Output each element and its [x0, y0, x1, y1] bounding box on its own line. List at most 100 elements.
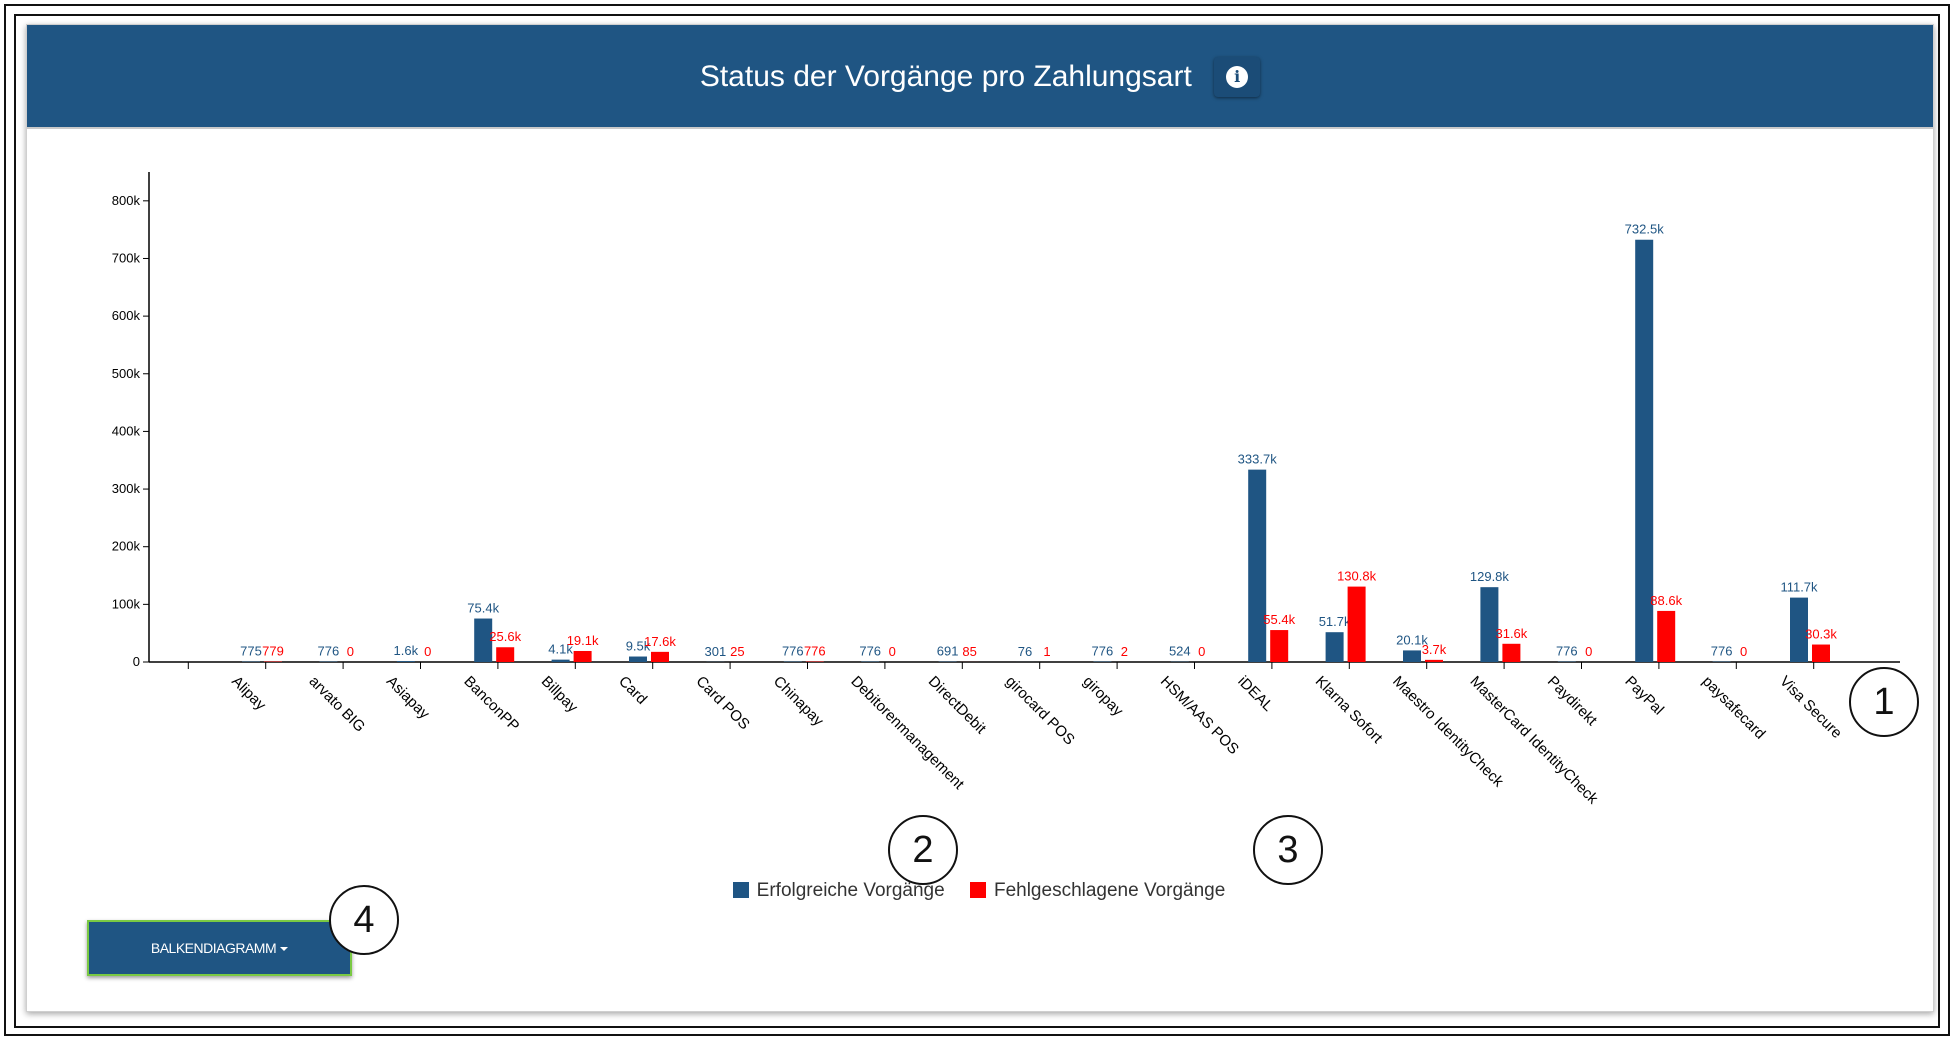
- chart-type-label: BALKENDIAGRAMM: [150, 940, 277, 956]
- y-tick-label: 400k: [112, 423, 141, 438]
- data-label: 0: [347, 644, 354, 659]
- data-label: 55.4k: [1263, 612, 1295, 627]
- x-tick-label: girocard POS: [1002, 673, 1078, 749]
- data-label: 2: [1121, 644, 1128, 659]
- info-button[interactable]: i: [1214, 57, 1261, 97]
- x-tick-label: Chinapay: [770, 673, 827, 730]
- caret-down-icon: [280, 947, 289, 952]
- callout-1-label: 1: [1873, 681, 1895, 723]
- legend-label-failed: Fehlgeschlagene Vorgänge: [993, 880, 1226, 901]
- y-tick-label: 600k: [112, 308, 141, 323]
- bar: [1480, 587, 1499, 662]
- data-label: 3.7k: [1422, 642, 1447, 657]
- bar: [1325, 632, 1344, 662]
- bar: [474, 618, 493, 662]
- bar: [1635, 239, 1654, 662]
- bar: [396, 661, 415, 662]
- bar: [1657, 610, 1676, 662]
- x-tick-label: Klarna Sofort: [1312, 673, 1387, 748]
- data-label: 776: [1711, 644, 1733, 659]
- bar: [629, 656, 647, 662]
- bar: [1270, 630, 1289, 662]
- chart-legend: Erfolgreiche Vorgänge Fehlgeschlagene Vo…: [0, 880, 1958, 902]
- data-label: 0: [1585, 644, 1592, 659]
- data-label: 0: [889, 644, 896, 659]
- data-label: 25.6k: [489, 629, 521, 644]
- data-label: 691: [937, 644, 959, 659]
- legend-swatch-failed: [969, 882, 986, 898]
- callout-4: 4: [329, 885, 399, 955]
- bar: [1403, 650, 1421, 662]
- data-label: 19.1k: [567, 633, 599, 648]
- panel-header: Status der Vorgänge pro Zahlungsart i: [27, 25, 1933, 129]
- data-label: 776: [1556, 644, 1578, 659]
- callout-4-label: 4: [353, 899, 375, 941]
- bar: [1347, 586, 1366, 662]
- y-tick-label: 100k: [112, 596, 141, 611]
- x-tick-label: Alipay: [228, 673, 269, 714]
- data-label: 1.6k: [394, 643, 419, 658]
- callout-3-label: 3: [1277, 829, 1299, 871]
- bar: [1812, 644, 1830, 662]
- data-label: 20.1k: [1396, 632, 1428, 647]
- bar: [651, 651, 669, 662]
- x-tick-label: giropay: [1080, 673, 1127, 720]
- data-label: 30.3k: [1805, 627, 1837, 642]
- data-label: 17.6k: [644, 634, 676, 649]
- x-tick-label: arvato BIG: [306, 673, 369, 736]
- x-tick-label: PayPal: [1621, 673, 1667, 719]
- data-label: 1: [1043, 644, 1050, 659]
- legend-label-success: Erfolgreiche Vorgänge: [756, 880, 945, 901]
- outer-frame: [4, 4, 1950, 1036]
- data-label: 0: [424, 644, 431, 659]
- data-label: 85: [962, 644, 976, 659]
- x-tick-label: BanconPP: [460, 673, 522, 735]
- data-label: 129.8k: [1470, 569, 1510, 584]
- bar: [551, 659, 570, 662]
- panel-title-row: Status der Vorgänge pro Zahlungsart i: [27, 57, 1933, 97]
- bar: [1502, 643, 1521, 662]
- data-label: 775: [240, 644, 262, 659]
- y-tick-label: 0: [133, 654, 140, 669]
- data-label: 111.7k: [1780, 580, 1818, 595]
- bar: [496, 647, 515, 662]
- data-label: 776: [804, 644, 826, 659]
- bar: [573, 650, 592, 662]
- data-label: 301: [705, 644, 727, 659]
- x-tick-label: HSM/AAS POS: [1157, 673, 1242, 758]
- data-label: 524: [1169, 644, 1191, 659]
- x-tick-label: Card: [615, 673, 650, 708]
- data-label: 776: [1092, 644, 1114, 659]
- data-label: 31.6k: [1495, 626, 1527, 641]
- y-tick-label: 300k: [112, 481, 141, 496]
- data-label: 75.4k: [467, 601, 499, 616]
- data-label: 333.7k: [1238, 452, 1278, 467]
- legend-item-success[interactable]: Erfolgreiche Vorgänge: [732, 880, 945, 902]
- data-label: 0: [1740, 644, 1747, 659]
- bar: [1248, 469, 1267, 662]
- data-label: 130.8k: [1337, 569, 1377, 584]
- data-label: 776: [318, 644, 340, 659]
- x-tick-label: MasterCard IdentityCheck: [1467, 673, 1602, 808]
- data-label: 732.5k: [1625, 222, 1665, 237]
- x-tick-label: Billpay: [538, 673, 582, 717]
- legend-item-failed[interactable]: Fehlgeschlagene Vorgänge: [969, 880, 1226, 902]
- x-tick-label: Paydirekt: [1544, 673, 1601, 730]
- callout-2-label: 2: [912, 829, 934, 871]
- y-tick-label: 500k: [112, 366, 141, 381]
- data-label: 88.6k: [1650, 593, 1682, 608]
- data-label: 779: [262, 644, 284, 659]
- y-tick-label: 700k: [112, 250, 141, 265]
- x-tick-label: Card POS: [693, 673, 753, 733]
- chart-type-dropdown-button[interactable]: BALKENDIAGRAMM: [87, 920, 352, 976]
- callout-3: 3: [1253, 815, 1323, 885]
- legend-swatch-success: [732, 882, 749, 898]
- data-label: 776: [859, 644, 881, 659]
- y-tick-label: 800k: [112, 193, 141, 208]
- info-icon: i: [1226, 66, 1249, 88]
- callout-1: 1: [1849, 667, 1919, 737]
- chart-panel: Status der Vorgänge pro Zahlungsart i: [26, 24, 1934, 1012]
- data-label: 776: [782, 644, 804, 659]
- data-label: 76: [1018, 644, 1032, 659]
